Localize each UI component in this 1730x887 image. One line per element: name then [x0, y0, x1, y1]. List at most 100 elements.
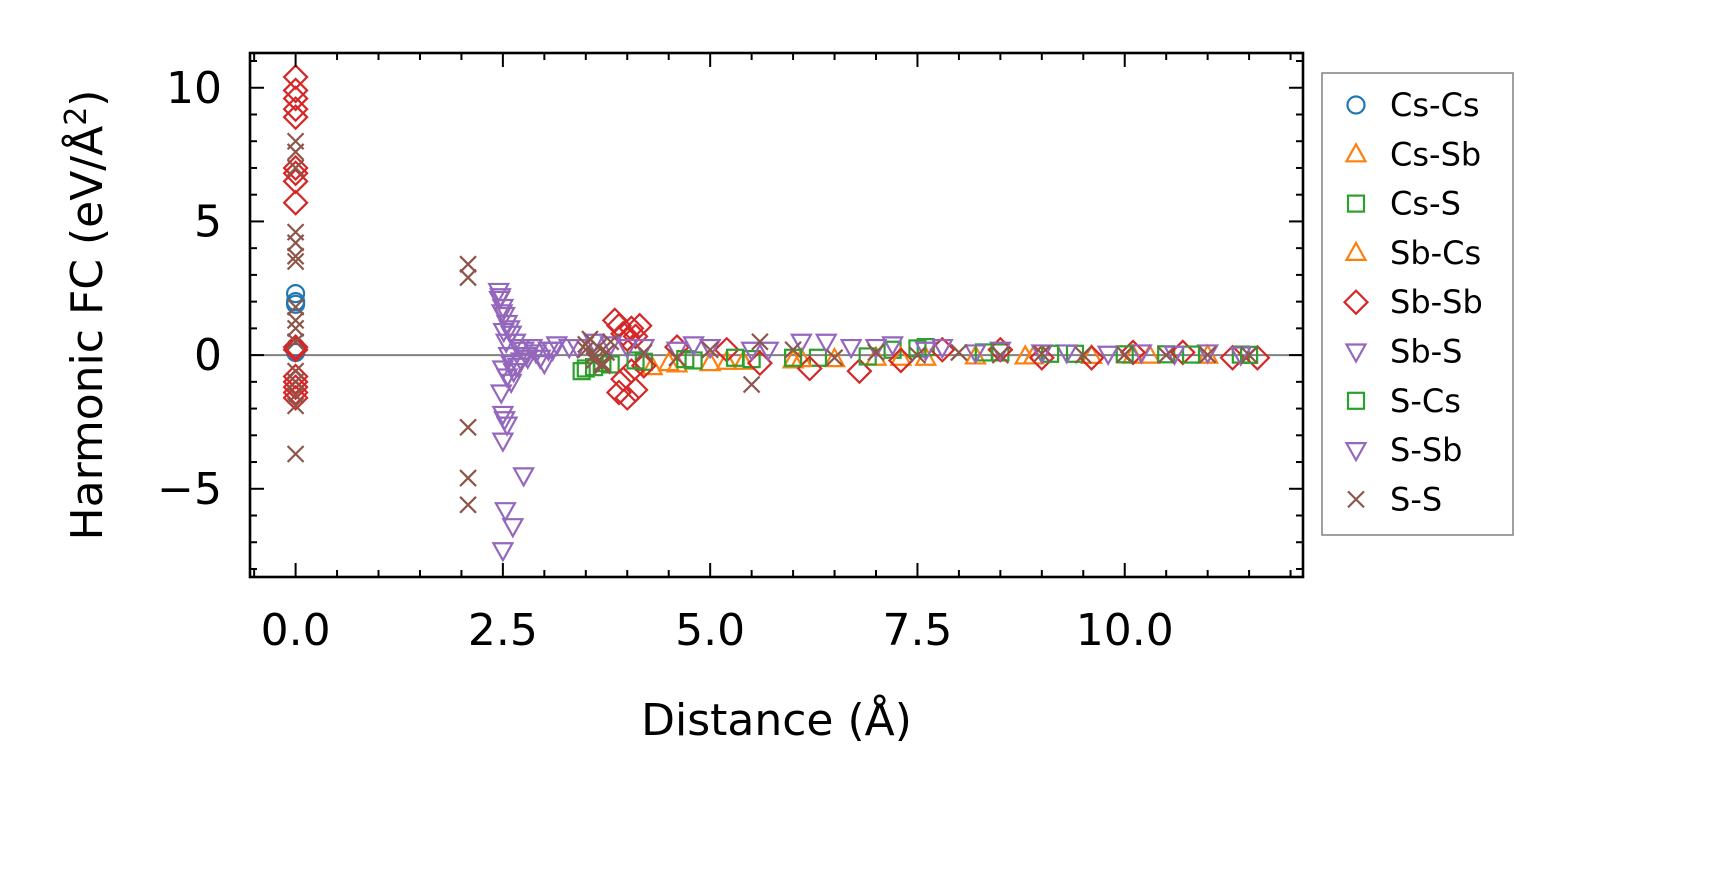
point-s-s	[577, 340, 595, 359]
point-sb-sb	[282, 64, 309, 91]
point-cs-sb	[1080, 343, 1103, 365]
point-s-s	[286, 143, 305, 161]
point-s-sb	[964, 344, 987, 365]
axis-ticks	[250, 53, 1303, 577]
point-sb-s	[789, 333, 813, 354]
point-s-sb	[814, 333, 838, 354]
point-sb-sb	[1119, 339, 1147, 366]
point-cs-s	[572, 362, 591, 381]
y-tick-label: 10	[166, 63, 222, 114]
y-axis-label-main: Harmonic FC (eV/Å	[60, 126, 113, 541]
legend-marker-sb-cs	[1344, 240, 1368, 261]
point-s-s	[751, 332, 769, 351]
y-axis-label: Harmonic FC (eV/Å2)	[59, 90, 113, 541]
point-s-s	[286, 373, 305, 391]
y-tick-label: 0	[194, 330, 222, 381]
point-s-sb	[682, 336, 705, 357]
point-sb-sb	[282, 77, 309, 104]
point-sb-sb	[282, 160, 309, 187]
legend: Cs-Cs Cs-Sb Cs-S Sb-Cs Sb-Sb Sb-S S-Cs S-Sb S-S	[1321, 72, 1514, 536]
point-s-s	[908, 346, 927, 364]
point-sb-sb	[610, 366, 637, 393]
point-sb-sb	[1169, 339, 1196, 366]
legend-marker-cs-s	[1346, 194, 1366, 213]
point-s-s	[668, 348, 686, 367]
point-s-s	[991, 346, 1010, 364]
x-tick-label: 5.0	[675, 605, 745, 656]
legend-label-cs-cs: Cs-Cs	[1390, 86, 1480, 124]
point-s-sb	[1163, 345, 1186, 367]
point-s-sb	[494, 333, 518, 354]
plot-frame	[248, 51, 1305, 579]
legend-label-sb-sb: Sb-Sb	[1390, 283, 1483, 321]
point-sb-sb	[282, 154, 309, 182]
point-cs-cs	[286, 284, 306, 304]
point-s-sb	[491, 542, 515, 563]
point-s-s	[601, 332, 620, 351]
legend-label-s-sb: S-Sb	[1390, 431, 1462, 469]
point-s-s	[459, 418, 477, 437]
point-sb-cs	[715, 349, 739, 370]
legend-marker-s-sb	[1344, 442, 1368, 463]
point-sb-sb	[846, 358, 873, 385]
point-sb-sb	[282, 384, 309, 411]
legend-label-sb-cs: Sb-Cs	[1390, 234, 1481, 272]
legend-marker-cs-cs	[1346, 95, 1366, 115]
point-sb-sb	[282, 104, 309, 131]
x-tick-label: 0.0	[261, 605, 331, 656]
point-s-s	[459, 268, 477, 287]
point-sb-sb	[282, 336, 309, 363]
legend-marker-s-s	[1347, 490, 1365, 509]
axis-tick-labels: 0.0 2.5 5.0 7.5 10.0 −5 0 5 10	[157, 63, 1174, 656]
point-s-s	[286, 319, 305, 338]
point-s-sb	[615, 338, 639, 360]
point-sb-s	[698, 338, 722, 360]
x-axis-label: Distance (Å)	[641, 693, 912, 746]
point-cs-s	[808, 348, 828, 367]
point-s-s	[1115, 345, 1134, 364]
point-sb-s	[498, 320, 521, 341]
series-s-sb	[488, 290, 1253, 563]
point-s-s	[1240, 346, 1258, 364]
point-cs-sb	[698, 350, 722, 372]
legend-label-sb-s: Sb-S	[1390, 333, 1462, 371]
point-sb-s	[1196, 344, 1220, 365]
point-s-s	[593, 354, 612, 372]
legend-label-s-cs: S-Cs	[1390, 382, 1461, 420]
point-s-sb	[492, 322, 516, 344]
point-cs-sb	[823, 346, 846, 368]
x-tick-label: 7.5	[882, 605, 952, 656]
point-cs-sb	[640, 354, 664, 376]
point-s-sb	[520, 338, 544, 360]
point-s-sb	[1096, 345, 1120, 367]
point-sb-cs	[1013, 344, 1037, 365]
point-s-s	[459, 496, 477, 514]
point-s-sb	[537, 341, 560, 363]
point-s-s	[286, 252, 305, 271]
legend-marker-sb-s	[1344, 343, 1368, 364]
point-sb-sb	[282, 96, 309, 123]
point-sb-s	[740, 341, 764, 363]
point-cs-sb	[731, 349, 755, 370]
point-s-s	[459, 469, 477, 487]
point-s-sb	[756, 341, 780, 363]
point-s-sb	[488, 290, 511, 312]
point-s-sb	[545, 336, 569, 357]
point-cs-sb	[781, 348, 805, 369]
point-sb-sb	[282, 374, 309, 401]
point-sb-s	[930, 338, 954, 360]
point-s-s	[825, 348, 844, 367]
point-s-s	[286, 311, 305, 330]
x-tick-label: 2.5	[468, 605, 538, 656]
point-s-s	[1074, 346, 1093, 364]
point-sb-sb	[282, 85, 309, 112]
point-sb-s	[501, 518, 525, 539]
point-s-sb	[528, 349, 552, 371]
point-sb-sb	[630, 352, 657, 379]
point-s-s	[1033, 344, 1051, 363]
point-sb-s	[489, 384, 513, 405]
legend-label-s-s: S-S	[1390, 480, 1442, 518]
point-sb-s	[491, 432, 515, 453]
